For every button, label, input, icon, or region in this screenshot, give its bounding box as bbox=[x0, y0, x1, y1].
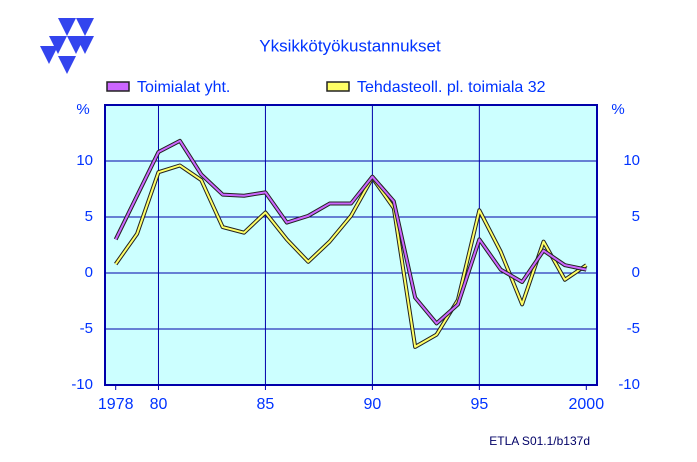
legend-swatch bbox=[106, 81, 130, 92]
y-tick-label-right: 0 bbox=[632, 264, 640, 281]
y-label-left: % bbox=[76, 101, 89, 118]
x-tick-label: 90 bbox=[363, 396, 381, 413]
legend-swatch bbox=[326, 81, 350, 92]
y-tick-label: -10 bbox=[71, 376, 93, 393]
line bbox=[114, 139, 587, 325]
legend-label: Toimialat yht. bbox=[137, 79, 230, 96]
footer: ETLA S01.1/b137d bbox=[489, 434, 590, 448]
y-tick-label-right: -5 bbox=[627, 320, 640, 337]
y-tick-label: 10 bbox=[76, 152, 93, 169]
y-tick-label: 0 bbox=[85, 264, 93, 281]
x-tick-label: 85 bbox=[257, 396, 275, 413]
y-tick-label: -5 bbox=[80, 320, 93, 337]
y-label-right: % bbox=[611, 101, 624, 118]
plot-area bbox=[104, 104, 598, 386]
x-tick-label: 1978 bbox=[98, 396, 134, 413]
y-tick-label-right: -10 bbox=[618, 376, 640, 393]
logo bbox=[40, 18, 94, 74]
x-tick-label: 95 bbox=[470, 396, 488, 413]
y-tick-label: 5 bbox=[85, 208, 93, 225]
x-tick-label: 80 bbox=[150, 396, 168, 413]
x-tick-label: 2000 bbox=[569, 396, 605, 413]
line bbox=[114, 164, 587, 348]
y-tick-label-right: 10 bbox=[623, 152, 640, 169]
legend-label: Tehdasteoll. pl. toimiala 32 bbox=[357, 79, 546, 96]
chart-title: Yksikkötyökustannukset bbox=[259, 36, 441, 55]
y-tick-label-right: 5 bbox=[632, 208, 640, 225]
